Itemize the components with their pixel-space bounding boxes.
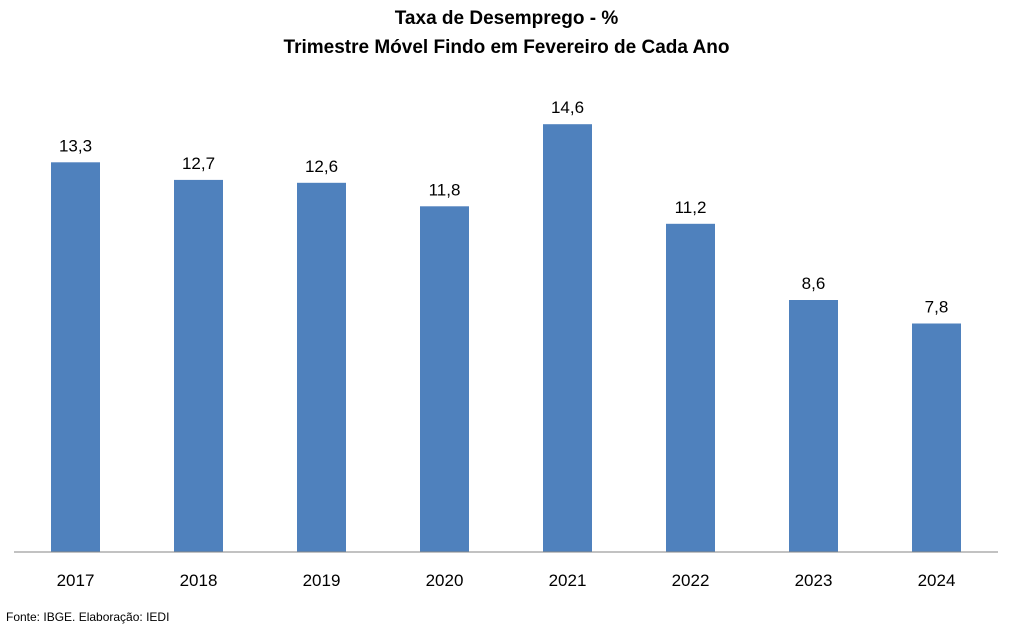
x-tick-label-2019: 2019 <box>303 571 341 590</box>
source-note: Fonte: IBGE. Elaboração: IEDI <box>6 610 170 624</box>
data-labels-group: 13,3 12,7 12,6 11,8 14,6 11,2 8,6 7,8 <box>59 98 948 316</box>
bar-2021 <box>543 124 592 552</box>
x-tick-label-2020: 2020 <box>426 571 464 590</box>
bar-2023 <box>789 300 838 552</box>
bar-2017 <box>51 162 100 553</box>
bar-2019 <box>297 182 346 553</box>
x-tick-label-2021: 2021 <box>549 571 587 590</box>
x-tick-label-2018: 2018 <box>180 571 218 590</box>
data-label-2019: 12,6 <box>305 157 338 176</box>
x-tick-label-2022: 2022 <box>672 571 710 590</box>
bars-group <box>51 124 961 553</box>
data-label-2023: 8,6 <box>802 274 826 293</box>
bar-2020 <box>420 206 469 553</box>
x-tick-label-2024: 2024 <box>918 571 956 590</box>
data-label-2022: 11,2 <box>675 198 707 217</box>
chart-title: Taxa de Desemprego - % <box>394 8 619 29</box>
data-label-2017: 13,3 <box>59 136 92 155</box>
bar-2018 <box>174 179 223 552</box>
chart-title-block: Taxa de Desemprego - % Trimestre Móvel F… <box>0 4 1013 62</box>
data-label-2021: 14,6 <box>551 98 584 117</box>
bar-2024 <box>912 323 961 552</box>
x-tick-label-2017: 2017 <box>57 571 95 590</box>
bar-2022 <box>666 223 715 553</box>
data-label-2018: 12,7 <box>182 154 215 173</box>
x-tick-label-2023: 2023 <box>795 571 833 590</box>
data-label-2020: 11,8 <box>429 180 461 199</box>
x-tick-labels-group: 2017 2018 2019 2020 2021 2022 2023 2024 <box>57 571 956 590</box>
chart-subtitle: Trimestre Móvel Findo em Fevereiro de Ca… <box>283 37 730 58</box>
data-label-2024: 7,8 <box>925 298 949 317</box>
